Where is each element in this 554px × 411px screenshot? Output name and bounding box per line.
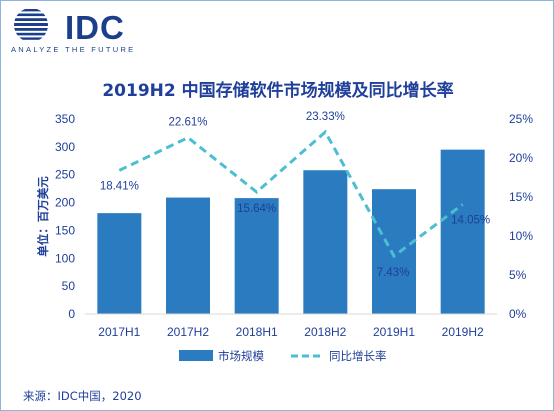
bar-2018H1 bbox=[234, 198, 279, 314]
y-tick-label: 350 bbox=[55, 112, 75, 126]
x-tick-label: 2019H2 bbox=[442, 325, 484, 339]
y-tick-label: 200 bbox=[55, 196, 75, 210]
x-tick-label: 2018H1 bbox=[236, 325, 278, 339]
legend-label-line: 同比增长率 bbox=[329, 349, 387, 363]
y2-tick-label: 0% bbox=[509, 307, 527, 321]
growth-rate-line bbox=[118, 129, 464, 259]
growth-rate-data-label: 7.43% bbox=[377, 267, 410, 279]
logo-tagline: ANALYZE THE FUTURE bbox=[11, 45, 136, 54]
y-axis-label: 单位：百万美元 bbox=[36, 176, 50, 257]
legend-label-bar: 市场规模 bbox=[218, 349, 264, 363]
x-tick-label: 2019H1 bbox=[373, 325, 415, 339]
y2-tick-label: 5% bbox=[509, 268, 527, 282]
y-tick-label: 300 bbox=[55, 140, 75, 154]
bar-2018H2 bbox=[303, 170, 348, 314]
idc-logo: IDC ANALYZE THE FUTURE bbox=[11, 7, 141, 55]
bar-2017H1 bbox=[97, 213, 142, 314]
growth-rate-data-label: 18.41% bbox=[100, 180, 139, 192]
growth-rate-data-label: 22.61% bbox=[168, 117, 207, 129]
source-note: 来源：IDC中国，2020 bbox=[23, 389, 142, 403]
bar-2019H1 bbox=[372, 189, 416, 314]
growth-rate-data-label: 23.33% bbox=[306, 111, 345, 123]
bar-2017H2 bbox=[166, 197, 210, 314]
x-tick-label: 2017H1 bbox=[98, 325, 140, 339]
y-tick-label: 100 bbox=[55, 251, 75, 265]
y-tick-label: 0 bbox=[68, 307, 75, 321]
chart-title: 2019H2 中国存储软件市场规模及同比增长率 bbox=[102, 81, 454, 101]
y-tick-label: 250 bbox=[55, 168, 75, 182]
bar-2019H2 bbox=[440, 149, 485, 314]
growth-rate-data-label: 15.64% bbox=[237, 203, 276, 215]
y2-tick-label: 10% bbox=[509, 229, 533, 243]
y-tick-label: 50 bbox=[62, 279, 76, 293]
logo-wordmark: IDC bbox=[65, 9, 125, 46]
y2-tick-label: 25% bbox=[509, 112, 533, 126]
x-tick-label: 2018H2 bbox=[304, 325, 346, 339]
y2-tick-label: 20% bbox=[509, 151, 533, 165]
globe-icon bbox=[14, 8, 48, 42]
y-tick-label: 150 bbox=[55, 223, 75, 237]
x-tick-label: 2017H2 bbox=[167, 325, 209, 339]
growth-rate-data-label: 14.05% bbox=[451, 214, 490, 226]
y2-tick-label: 15% bbox=[509, 190, 533, 204]
legend-swatch-bar bbox=[179, 350, 213, 361]
